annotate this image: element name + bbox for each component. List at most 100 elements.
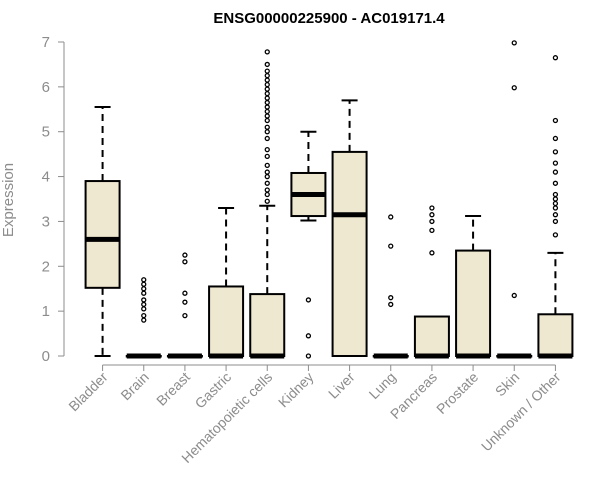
outlier-point <box>264 124 270 130</box>
outlier-point <box>264 180 270 186</box>
outlier-point <box>182 259 188 265</box>
x-tick-label: Prostate <box>433 369 481 417</box>
box-group <box>208 206 245 359</box>
outlier-point <box>552 169 559 175</box>
outlier-point <box>141 301 147 308</box>
outlier-point <box>429 212 435 218</box>
box-group <box>125 277 162 359</box>
outlier-point <box>264 72 270 79</box>
outlier-point <box>141 297 147 303</box>
box-group <box>372 214 409 359</box>
outlier-point <box>429 250 435 256</box>
outlier-point <box>141 306 147 312</box>
chart-title: ENSG00000225900 - AC019171.4 <box>213 10 445 27</box>
box <box>455 249 492 357</box>
outlier-point <box>264 169 270 175</box>
outlier-point <box>305 333 312 339</box>
outlier-point <box>552 200 559 207</box>
outlier-point <box>552 205 559 211</box>
outlier-point <box>264 61 270 68</box>
outlier-point <box>264 162 270 169</box>
outlier-point <box>552 180 559 186</box>
outlier-point <box>264 135 270 142</box>
y-tick-label: 4 <box>42 169 50 186</box>
x-tick-label: Kidney <box>275 369 317 411</box>
y-tick-label: 0 <box>42 348 50 365</box>
outlier-point <box>429 227 435 234</box>
y-tick-label: 6 <box>42 79 50 96</box>
x-tick-label: Brain <box>117 369 151 403</box>
outlier-point <box>264 129 270 135</box>
outlier-point <box>182 312 188 319</box>
outlier-point <box>182 252 188 258</box>
outlier-point <box>388 301 394 308</box>
outlier-point <box>552 191 559 198</box>
outlier-point <box>388 295 394 301</box>
outlier-point <box>552 117 559 124</box>
y-tick-label: 5 <box>42 124 50 141</box>
outlier-point <box>264 173 270 180</box>
y-axis-label: Expression <box>0 163 17 237</box>
outlier-point <box>552 196 559 202</box>
box-group <box>166 252 203 359</box>
y-tick-label: 1 <box>42 303 50 320</box>
outlier-point <box>264 113 270 119</box>
outlier-point <box>388 214 394 220</box>
outlier-point <box>141 312 147 319</box>
outlier-point <box>305 353 312 359</box>
outlier-point <box>264 77 270 83</box>
outlier-point <box>511 292 517 299</box>
outlier-point <box>264 90 270 97</box>
outlier-point <box>429 218 435 225</box>
y-tick-label: 7 <box>42 34 50 51</box>
box <box>331 150 368 357</box>
outlier-point <box>429 205 435 211</box>
box-group <box>290 130 327 359</box>
outlier-point <box>264 86 270 92</box>
box <box>84 180 121 289</box>
outlier-point <box>552 149 559 155</box>
outlier-point <box>552 160 559 166</box>
outlier-point <box>305 297 312 303</box>
outlier-point <box>141 317 147 323</box>
outlier-point <box>264 198 270 204</box>
box <box>208 285 245 358</box>
outlier-point <box>264 187 270 193</box>
outlier-point <box>264 153 270 160</box>
outlier-point <box>511 85 517 91</box>
y-axis: 0 1 2 3 4 5 6 7 <box>42 34 65 365</box>
outlier-point <box>552 55 559 61</box>
box-group <box>413 205 450 359</box>
y-tick-label: 2 <box>42 258 50 275</box>
x-tick-label: Liver <box>325 369 358 402</box>
outlier-point <box>141 281 147 287</box>
x-tick-label: Lung <box>366 369 399 402</box>
outlier-point <box>264 99 270 106</box>
outlier-point <box>141 286 147 292</box>
outlier-point <box>264 108 270 115</box>
outlier-point <box>264 49 270 55</box>
box-group <box>455 215 492 359</box>
outlier-point <box>141 290 147 296</box>
outlier-point <box>264 117 270 124</box>
box <box>249 293 286 357</box>
box <box>413 315 450 358</box>
outlier-point <box>264 81 270 88</box>
x-tick-label: Skin <box>492 369 523 400</box>
x-tick-label: Breast <box>153 369 193 409</box>
outlier-point <box>182 290 188 296</box>
outlier-point <box>264 191 270 198</box>
box-group <box>331 99 368 357</box>
outlier-point <box>552 218 559 225</box>
box <box>537 313 574 358</box>
outlier-point <box>552 212 559 218</box>
box-group <box>84 106 121 357</box>
x-tick-label: Bladder <box>65 369 111 415</box>
outlier-point <box>552 135 559 142</box>
outlier-point <box>552 232 559 238</box>
outlier-point <box>264 104 270 110</box>
outlier-point <box>141 277 147 283</box>
outlier-point <box>264 68 270 74</box>
